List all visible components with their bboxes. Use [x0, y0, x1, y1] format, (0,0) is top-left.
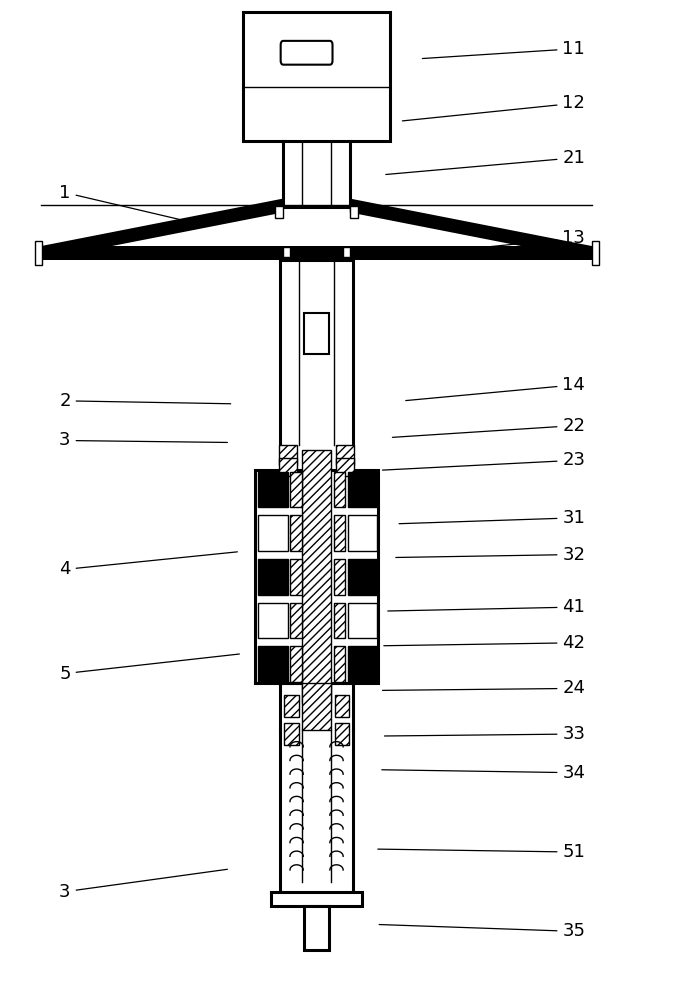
Bar [290, 472, 302, 507]
Text: 4: 4 [59, 552, 238, 578]
Bar [336, 458, 355, 476]
Text: 34: 34 [382, 764, 586, 782]
Bar [290, 603, 302, 638]
Bar [283, 247, 290, 257]
Text: 5: 5 [59, 654, 240, 683]
Bar [348, 515, 378, 551]
Text: 14: 14 [406, 376, 586, 401]
Bar [258, 472, 287, 507]
Text: 41: 41 [388, 598, 586, 616]
Bar [334, 603, 345, 638]
Text: 21: 21 [386, 149, 586, 174]
Text: 3: 3 [59, 431, 227, 449]
Text: 35: 35 [379, 922, 586, 940]
Bar [302, 683, 331, 730]
Text: 2: 2 [59, 392, 231, 410]
Bar [271, 892, 363, 906]
Bar [258, 559, 287, 595]
Bar [334, 695, 349, 717]
Bar [258, 515, 287, 551]
Polygon shape [41, 199, 283, 260]
Bar [290, 646, 302, 682]
Bar [41, 246, 592, 260]
Bar [290, 559, 302, 595]
Bar [279, 458, 297, 476]
Bar [258, 603, 287, 638]
Bar [334, 472, 345, 507]
Text: 32: 32 [396, 546, 586, 564]
Text: 33: 33 [384, 725, 586, 743]
Text: 23: 23 [382, 451, 586, 470]
Text: 51: 51 [378, 843, 586, 861]
Bar [284, 695, 299, 717]
Bar [258, 646, 287, 682]
Bar [334, 515, 345, 551]
Polygon shape [350, 199, 592, 260]
Text: 3: 3 [59, 869, 227, 901]
Bar [334, 559, 345, 595]
Bar [304, 313, 329, 354]
Text: 12: 12 [402, 94, 586, 121]
FancyBboxPatch shape [281, 41, 332, 65]
Text: 11: 11 [423, 40, 586, 59]
Bar [255, 470, 378, 683]
Bar [302, 450, 331, 703]
Bar [343, 247, 350, 257]
Bar [244, 12, 390, 141]
Bar [284, 723, 299, 745]
Bar [36, 241, 42, 265]
Bar [336, 445, 355, 465]
Text: 31: 31 [399, 509, 586, 527]
Text: 13: 13 [419, 229, 586, 254]
Bar [348, 646, 378, 682]
Bar [279, 445, 297, 465]
Text: 24: 24 [382, 679, 586, 697]
Bar [334, 723, 349, 745]
Bar [290, 515, 302, 551]
Bar [275, 206, 283, 218]
Text: 1: 1 [59, 184, 198, 224]
Bar [348, 603, 378, 638]
Bar [304, 906, 329, 950]
Text: 22: 22 [392, 417, 586, 437]
Bar [334, 646, 345, 682]
Bar [348, 472, 378, 507]
Bar [348, 559, 378, 595]
Bar [350, 206, 358, 218]
Text: 42: 42 [384, 634, 586, 652]
Bar [592, 241, 599, 265]
